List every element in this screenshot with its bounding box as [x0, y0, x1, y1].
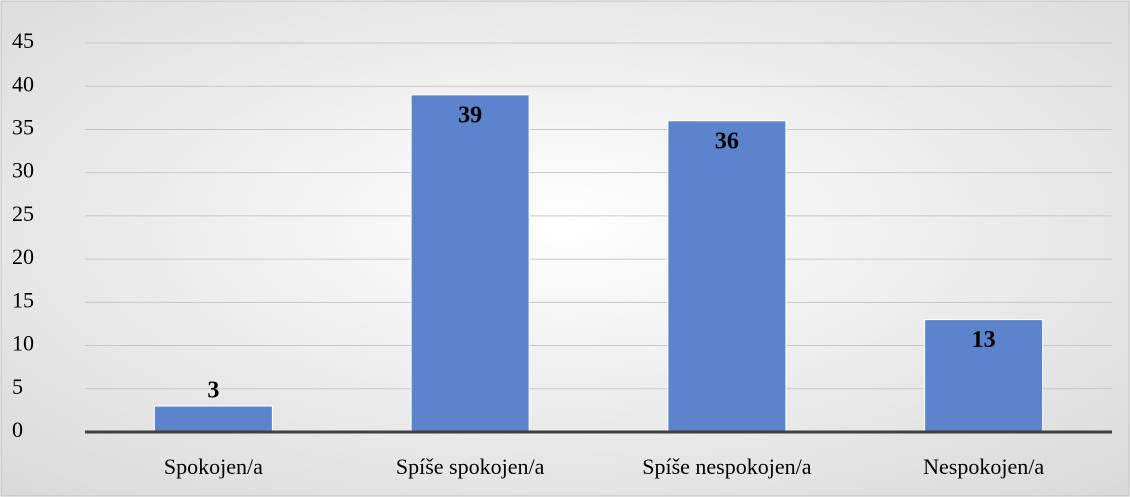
x-tick-label: Nespokojen/a — [923, 454, 1044, 479]
x-tick-label: Spokojen/a — [164, 454, 263, 479]
y-tick-label: 15 — [12, 287, 34, 312]
bar — [410, 94, 530, 433]
y-tick-label: 45 — [12, 28, 34, 53]
y-tick-label: 10 — [12, 331, 34, 356]
y-tick-label: 5 — [12, 374, 23, 399]
y-tick-label: 0 — [12, 417, 23, 442]
data-label: 39 — [458, 102, 482, 128]
bar — [667, 120, 787, 433]
y-tick-label: 35 — [12, 114, 34, 139]
data-label: 3 — [207, 378, 219, 404]
bar — [153, 405, 273, 433]
y-tick-label: 40 — [12, 71, 34, 96]
x-tick-label: Spíše nespokojen/a — [642, 454, 811, 479]
y-tick-label: 30 — [12, 158, 34, 183]
bar — [924, 319, 1044, 433]
y-tick-label: 20 — [12, 244, 34, 269]
data-label: 36 — [715, 128, 739, 154]
x-tick-label: Spíše spokojen/a — [396, 454, 545, 479]
data-label: 13 — [972, 327, 996, 353]
y-tick-label: 25 — [12, 201, 34, 226]
